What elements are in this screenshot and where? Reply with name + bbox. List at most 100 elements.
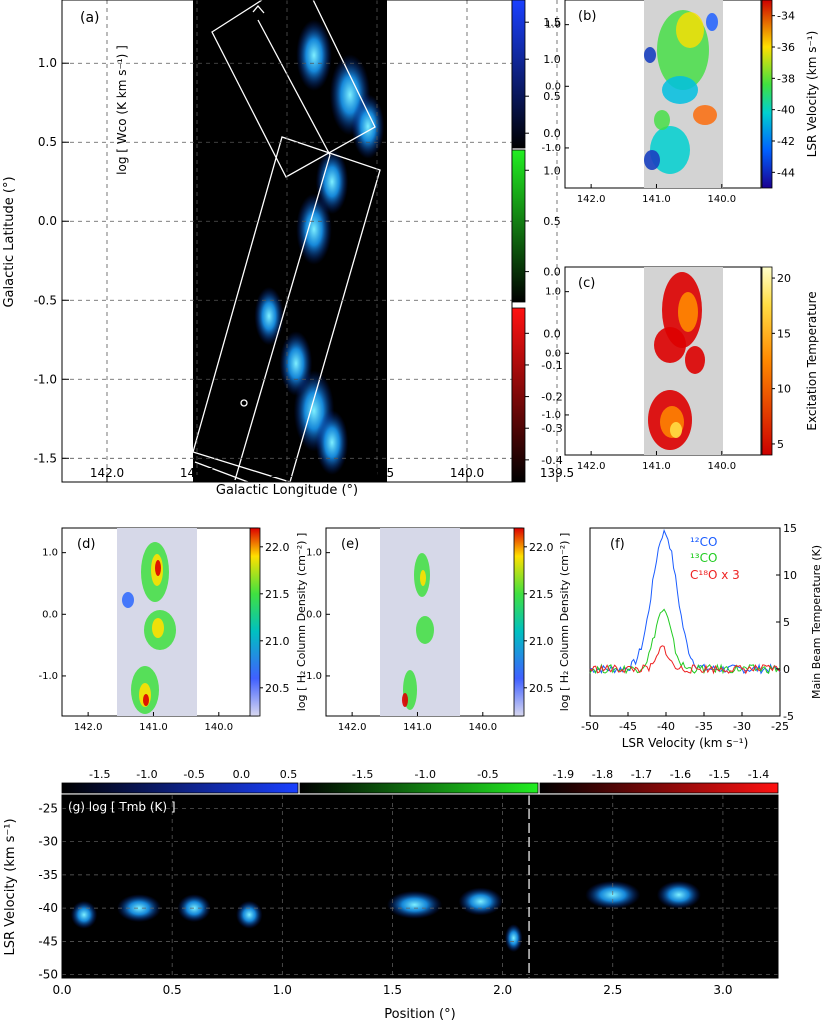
panel-e-cbar-tick-label: 22.0: [529, 541, 554, 554]
panel-b-cbar-ticks: -34 -36 -38 -40 -42 -44: [772, 10, 795, 179]
panel-g-emission-clump: [236, 900, 263, 929]
panel-g-xtick-label: 2.0: [493, 983, 512, 997]
panel-g-cbar-tick-label: -1.5: [89, 768, 110, 781]
panel-g-ylabel: LSR Velocity (km s⁻¹): [3, 818, 18, 955]
panel-g-cbar-tick-label: 0.0: [233, 768, 251, 781]
panel-g-cbar-tick-label: -1.0: [136, 768, 157, 781]
panel-a-cbar-tick-label: 1.0: [543, 164, 561, 177]
panel-d-colorbar: [249, 527, 261, 717]
panel-c-xtick-label: 142.0: [577, 461, 606, 472]
panel-e-xtick-label: 140.0: [468, 722, 497, 733]
panel-f-legend-12co: ¹²CO: [690, 535, 717, 549]
panel-f-ticks: -50 -45 -40 -35 -30 -25 15 10 5 0 -5: [581, 522, 797, 733]
panel-g-cbar-tick-label: -1.8: [592, 768, 613, 781]
panel-g-emission-clump: [177, 894, 211, 923]
panel-e-xtick-label: 142.0: [338, 722, 367, 733]
panel-e-ytick-label: 0.0: [306, 609, 322, 620]
panel-c-cbar-tick-label: 10: [777, 383, 791, 396]
panel-a-cbar-tick-label: 0.0: [543, 266, 561, 279]
panel-g-noise-texture: [62, 795, 778, 978]
panel-c-xtick-label: 140.0: [707, 461, 736, 472]
panel-c-emission: [648, 272, 705, 450]
panel-g-xtick-label: 2.5: [603, 983, 622, 997]
panel-b-ytick-label: 0.0: [545, 81, 561, 92]
panel-b-ticks: 142.0 141.0 140.0 1.0 0.0 -1.0: [541, 20, 736, 205]
panel-d-xtick-label: 140.0: [204, 722, 233, 733]
panel-e-cbar-label: log [ H₂ Column Density (cm⁻²) ]: [558, 533, 571, 712]
panel-g-xtick-label: 1.5: [383, 983, 402, 997]
panel-c-ytick-label: 1.0: [545, 287, 561, 298]
panel-g-ytick-label: -35: [38, 868, 58, 882]
panel-b-cbar-tick-label: -34: [777, 10, 795, 23]
panel-a-analysis-boxes: [192, 0, 381, 483]
panel-e-cbar-tick-label: 20.5: [529, 682, 554, 695]
panel-f-xtick-label: -35: [695, 720, 713, 733]
panel-b: (b) 142.0 141.0 140.01.00.0-1.0 -34-36-38-…: [541, 0, 819, 205]
panel-d-cbar-ticks: 22.0 21.5 21.0 20.5: [260, 541, 290, 695]
panel-a-cbar-label: log [ Wco (K km s⁻¹) ]: [115, 45, 129, 175]
panel-b-emission: [644, 10, 718, 174]
panel-c-cbar-tick-label: 5: [777, 438, 784, 451]
panel-b-cbar-tick-label: -36: [777, 41, 795, 54]
panel-g-xtick-label: 1.0: [273, 983, 292, 997]
panel-a-cbar-tick-label: -0.2: [541, 391, 562, 404]
panel-b-cbar-label: LSR Velocity (km s⁻¹): [805, 31, 819, 158]
panel-c-ticks: 142.0 141.0 140.0 1.0 0.0 -1.0: [541, 287, 736, 472]
panel-d-cbar-tick-label: 20.5: [265, 682, 290, 695]
panel-c-ytick-label: -1.0: [541, 410, 561, 421]
panel-d-ytick-label: 1.0: [42, 548, 58, 559]
panel-g-ytick-label: -25: [38, 801, 58, 815]
panel-g-cbar-ticks: -1.5 -1.0 -0.5 0.0 0.5 -1.5 -1.0 -0.5 -1.9 -1.8 -1…: [89, 768, 769, 781]
panel-d-ticks: 142.0 141.0 140.0 1.0 0.0 -1.0: [38, 548, 233, 733]
panel-a-colorbar: 1.51.00.50.01.00.50.00.0-0.1-0.2-0.3-0.4: [511, 0, 563, 483]
panel-a-xtick-label: 142.0: [90, 466, 124, 480]
panel-d-cbar-tick-label: 22.0: [265, 541, 290, 554]
panel-a-grid: [62, 0, 558, 482]
panel-g-cbar-tick-label: -1.9: [553, 768, 574, 781]
panel-e-xtick-label: 141.0: [403, 722, 432, 733]
panel-b-cbar-tick-label: -42: [777, 135, 795, 148]
panel-a-emission-clump: [351, 94, 385, 159]
panel-e-ytick-label: -1.0: [302, 671, 322, 682]
panel-e-label: (e): [341, 537, 359, 552]
panel-g-xtick-label: 0.0: [52, 983, 71, 997]
panel-f-xtick-label: -45: [619, 720, 637, 733]
panel-a-xtick-label: 141.0: [270, 466, 304, 480]
panel-a-cbar-tick-label: -0.4: [541, 454, 562, 467]
panel-g-xlabel: Position (°): [384, 1007, 455, 1022]
panel-f-ytick-label: 0: [783, 663, 790, 676]
panel-f-ytick-label: 15: [783, 522, 797, 535]
panel-g-colorbar: -1.5 -1.0 -0.5 0.0 0.5 -1.5 -1.0 -0.5 -1.9 -1.8 -1…: [61, 768, 779, 794]
panel-f-ytick-label: 10: [783, 569, 797, 582]
panel-g-emission-clump: [117, 894, 162, 923]
panel-g-emission-clump: [656, 880, 701, 909]
panel-a-cbar-tick-label: 0.5: [543, 90, 561, 103]
panel-b-colorbar: [761, 0, 773, 189]
panel-e-emission: [402, 553, 434, 710]
panel-a-emission-clump: [315, 410, 349, 475]
panel-a-xtick-label: 140.0: [450, 466, 484, 480]
panel-f-frame: [589, 527, 781, 717]
panel-d-xtick-label: 142.0: [74, 722, 103, 733]
panel-b-cbar-tick-label: -40: [777, 104, 795, 117]
panel-g: -1.5 -1.0 -0.5 0.0 0.5 -1.5 -1.0 -0.5 -1.9 -1.8 -1…: [3, 768, 779, 1022]
panel-e-ticks: 142.0 141.0 140.0 1.0 0.0 -1.0: [302, 548, 497, 733]
panel-g-cbar-tick-label: -0.5: [183, 768, 204, 781]
panel-a-cbar-tick-label: 1.5: [543, 16, 561, 29]
panel-g-cbar-tick-label: -1.7: [631, 768, 652, 781]
panel-d-ytick-label: -1.0: [38, 671, 58, 682]
panel-g-emission-clump: [458, 887, 503, 916]
panel-e-colorbar: [513, 527, 525, 717]
panel-a-emission: [193, 0, 387, 482]
panel-d-cbar-tick-label: 21.5: [265, 588, 290, 601]
panel-g-cbar-tick-label: -1.5: [352, 768, 373, 781]
panel-a: (a) log [ Wco (K km s⁻¹) ] 142.0 141.5 141…: [2, 0, 574, 498]
panel-e-ytick-label: 1.0: [306, 548, 322, 559]
panel-d-cbar-label: log [ H₂ Column Density (cm⁻²) ]: [295, 533, 308, 712]
panel-a-ytick-label: -0.5: [34, 293, 57, 307]
panel-g-ytick-label: -45: [38, 934, 58, 948]
panel-d-ytick-label: 0.0: [42, 609, 58, 620]
panel-g-frame: [61, 794, 779, 979]
panel-g-cbar-tick-label: 0.5: [280, 768, 298, 781]
